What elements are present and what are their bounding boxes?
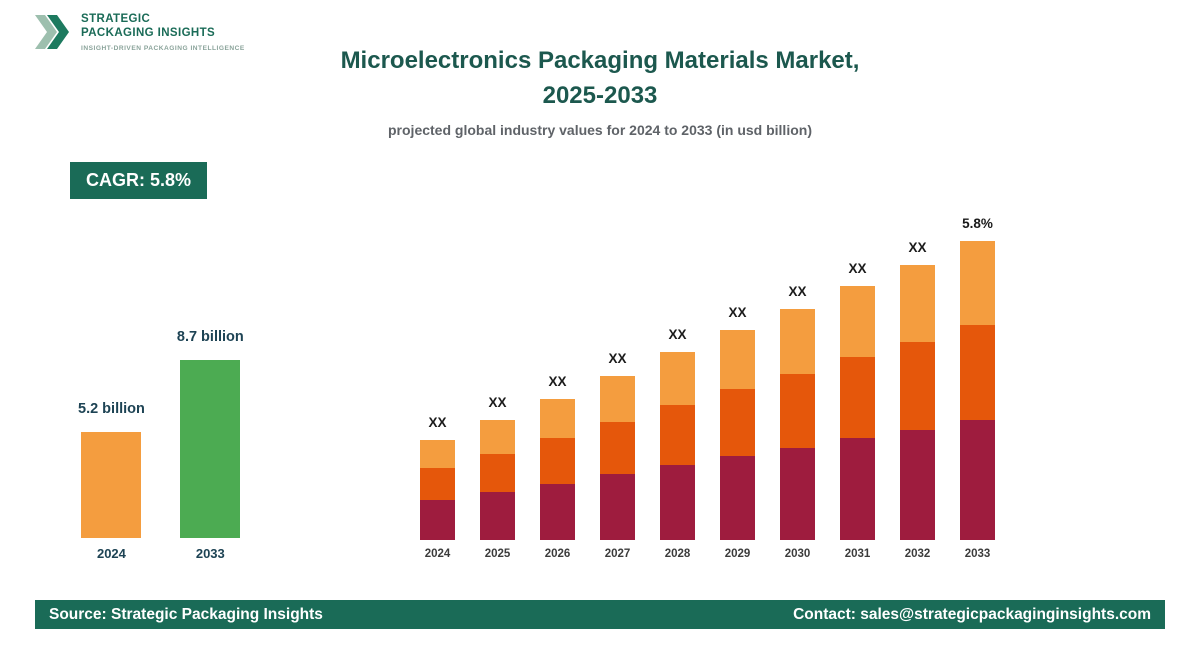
- x-axis-label: 2033: [964, 548, 991, 560]
- bar-value-label: XX: [728, 305, 747, 320]
- chevron-logo-icon: [35, 15, 69, 49]
- stacked-bar: [780, 309, 815, 540]
- bar-value-label: XX: [428, 415, 447, 430]
- mini-bar: [180, 360, 241, 538]
- bar-segment-series-1: [420, 500, 455, 540]
- x-axis-label: 2024: [424, 548, 451, 560]
- page-subtitle: projected global industry values for 202…: [388, 121, 812, 138]
- logo-line2: PACKAGING INSIGHTS: [81, 27, 216, 40]
- mini-bar-value-label: 5.2 billion: [78, 401, 145, 417]
- bar-segment-series-1: [600, 474, 635, 540]
- bar-segment-series-2: [780, 373, 815, 448]
- bar-segment-series-2: [540, 438, 575, 484]
- mini-bar-group: 8.7 billion 2033: [177, 329, 244, 562]
- bar-segment-series-1: [960, 420, 995, 540]
- bar-value-label: XX: [908, 240, 927, 255]
- bar-group: XX 2027: [600, 351, 635, 562]
- x-axis-label: 2029: [724, 548, 751, 560]
- stacked-bar: [840, 286, 875, 540]
- bar-segment-series-2: [480, 453, 515, 492]
- bar-segment-series-3: [660, 352, 695, 405]
- bar-value-label: XX: [848, 261, 867, 276]
- mini-x-axis-label: 2024: [96, 546, 126, 561]
- bar-value-label: XX: [488, 395, 507, 410]
- main-chart: XX 2024 XX 2025 XX 2026 XX 2027 XX 2028 XX 2029 XX 20…: [420, 216, 995, 562]
- stacked-bar: [900, 265, 935, 540]
- bar-segment-series-1: [720, 455, 755, 540]
- footer-source: Source: Strategic Packaging Insights: [49, 605, 323, 623]
- header: Microelectronics Packaging Materials Mar…: [0, 44, 1200, 138]
- stacked-bar: [540, 399, 575, 540]
- bar-segment-series-2: [420, 468, 455, 500]
- bar-value-label: XX: [668, 327, 687, 342]
- bar-value-label: XX: [608, 351, 627, 366]
- title-line2: 2025-2033: [542, 81, 658, 109]
- logo-line1: STRATEGIC: [81, 13, 151, 25]
- bar-group: XX 2028: [660, 327, 695, 562]
- bar-segment-series-1: [660, 464, 695, 540]
- bar-group: XX 2030: [780, 284, 815, 562]
- bar-group: XX 2031: [840, 261, 875, 562]
- bar-segment-series-1: [480, 491, 515, 540]
- bar-segment-series-2: [720, 388, 755, 456]
- x-axis-label: 2030: [784, 548, 811, 560]
- stacked-bar: [420, 440, 455, 540]
- bar-segment-series-2: [900, 342, 935, 430]
- bar-group: XX 2032: [900, 240, 935, 562]
- bar-value-label: XX: [788, 284, 807, 299]
- bar-segment-series-3: [900, 265, 935, 342]
- title-line1: Microelectronics Packaging Materials Mar…: [340, 47, 860, 74]
- bar-segment-series-2: [600, 421, 635, 475]
- bar-segment-series-2: [960, 324, 995, 421]
- mini-chart: 5.2 billion 2024 8.7 billion 2033: [78, 329, 244, 562]
- x-axis-label: 2025: [484, 548, 511, 560]
- x-axis-label: 2026: [544, 548, 571, 560]
- bar-group: XX 2025: [480, 395, 515, 562]
- cagr-badge: CAGR: 5.8%: [70, 162, 208, 199]
- x-axis-label: 2027: [604, 548, 631, 560]
- mini-bar-group: 5.2 billion 2024: [78, 401, 145, 562]
- mini-bar: [81, 432, 142, 538]
- bar-segment-series-1: [840, 438, 875, 540]
- footer-bar: Source: Strategic Packaging Insights Con…: [35, 600, 1165, 629]
- bar-segment-series-3: [780, 309, 815, 374]
- logo-tagline: INSIGHT-DRIVEN PACKAGING INTELLIGENCE: [81, 44, 245, 52]
- x-axis-label: 2028: [664, 548, 691, 560]
- bar-group: XX 2026: [540, 374, 575, 562]
- bar-value-label: XX: [548, 374, 567, 389]
- x-axis-label: 2031: [844, 548, 871, 560]
- bar-group: XX 2029: [720, 305, 755, 562]
- bar-segment-series-1: [780, 447, 815, 540]
- bar-segment-series-3: [420, 440, 455, 468]
- x-axis-label: 2032: [904, 548, 931, 560]
- footer-contact: Contact: sales@strategicpackaginginsight…: [793, 605, 1151, 623]
- brand-logo: STRATEGIC PACKAGING INSIGHTS INSIGHT-DRI…: [35, 12, 245, 52]
- bar-group: 5.8% 2033: [960, 216, 995, 562]
- bar-segment-series-3: [720, 330, 755, 389]
- bar-segment-series-2: [660, 404, 695, 465]
- bar-segment-series-1: [540, 483, 575, 540]
- logo-text: STRATEGIC PACKAGING INSIGHTS INSIGHT-DRI…: [81, 12, 245, 52]
- bar-value-label: 5.8%: [962, 216, 993, 231]
- stacked-bar: [720, 330, 755, 540]
- stacked-bar: [480, 420, 515, 540]
- stacked-bar: [600, 376, 635, 540]
- bar-segment-series-3: [540, 399, 575, 439]
- mini-x-axis-label: 2033: [195, 546, 225, 561]
- bar-segment-series-2: [840, 357, 875, 439]
- stacked-bar: [660, 352, 695, 540]
- bar-segment-series-3: [840, 286, 875, 358]
- bar-group: XX 2024: [420, 415, 455, 562]
- bar-segment-series-3: [480, 420, 515, 454]
- bar-segment-series-3: [960, 241, 995, 325]
- stacked-bar: [960, 241, 995, 540]
- mini-bar-value-label: 8.7 billion: [176, 329, 244, 345]
- bar-segment-series-1: [900, 430, 935, 540]
- page-title: Microelectronics Packaging Materials Mar…: [0, 44, 1200, 114]
- bar-segment-series-3: [600, 376, 635, 422]
